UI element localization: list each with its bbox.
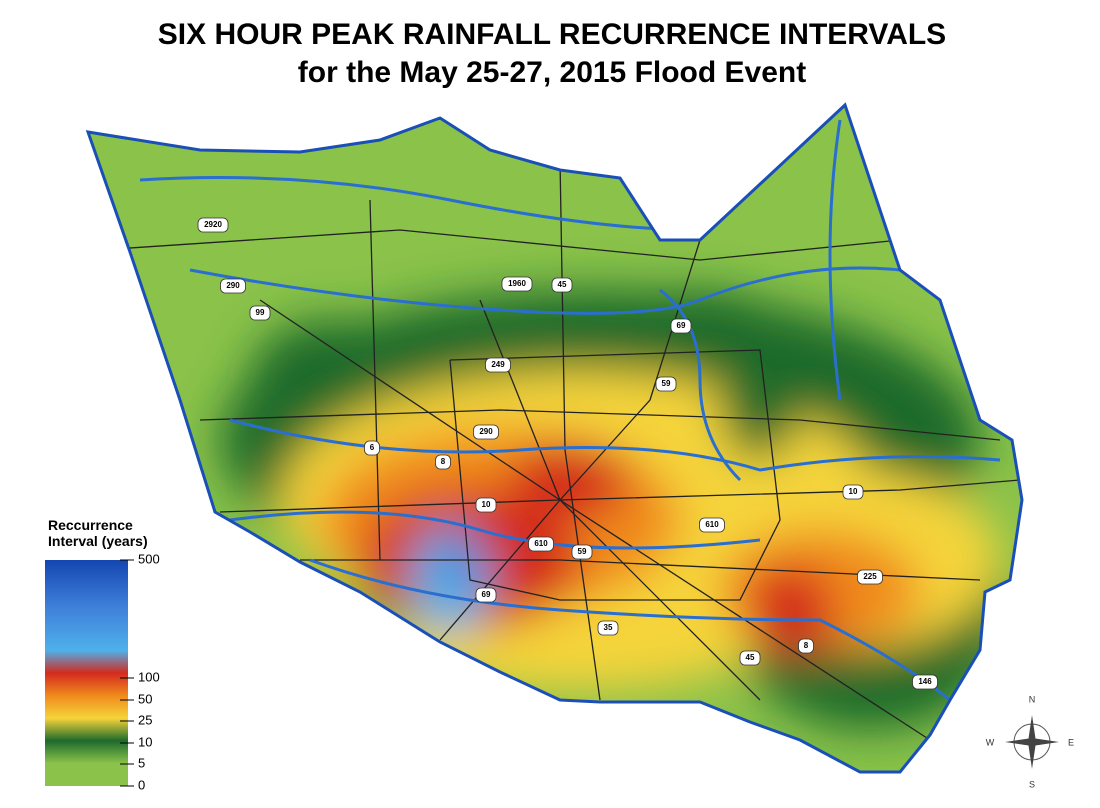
color-bar — [45, 560, 128, 786]
road-shield — [435, 454, 451, 470]
road-shield — [364, 440, 380, 456]
road-shield-label: 10 — [482, 500, 491, 509]
road-shield-label: 69 — [677, 321, 686, 330]
road-shield — [473, 424, 499, 440]
legend-tick-label: 0 — [138, 777, 145, 792]
road-shield — [249, 305, 271, 321]
road-shield — [842, 484, 864, 500]
legend-tick-label: 500 — [138, 551, 160, 566]
compass-w: W — [986, 737, 995, 747]
legend-tick-label: 100 — [138, 669, 160, 684]
road-shield-label: 290 — [479, 427, 493, 436]
road-shield — [571, 544, 593, 560]
compass-n: N — [1029, 694, 1036, 704]
legend-tick-label: 50 — [138, 691, 152, 706]
road-shield — [699, 517, 725, 533]
road-shield-label: 59 — [578, 547, 587, 556]
road-shield — [220, 278, 246, 294]
road-shield-label: 99 — [256, 308, 265, 317]
road-shield — [597, 620, 619, 636]
road-shield-label: 610 — [534, 539, 548, 548]
road-shield-label: 45 — [746, 653, 755, 662]
road-shield-label: 8 — [804, 641, 809, 650]
compass-e: E — [1068, 737, 1074, 747]
road-shield — [528, 536, 554, 552]
road-shield — [551, 277, 573, 293]
road-shield — [739, 650, 761, 666]
road-shield — [485, 357, 511, 373]
road-shield — [912, 674, 938, 690]
road-shield-label: 610 — [705, 520, 719, 529]
legend-tick-label: 25 — [138, 712, 152, 727]
road-shields: 2920 290 99 1960 45 69 249 59 290 6 8 10 610 59 69 35 45… — [197, 217, 938, 690]
road-shield-label: 6 — [370, 443, 375, 452]
road-shield — [197, 217, 229, 233]
compass-star — [1005, 715, 1059, 769]
road-shield — [475, 497, 497, 513]
road-shield — [655, 376, 677, 392]
legend-tick-label: 5 — [138, 755, 145, 770]
compass: N E S W — [986, 694, 1074, 789]
road-shield-label: 146 — [918, 677, 932, 686]
road-shield-label: 225 — [863, 572, 877, 581]
road-shield-label: 45 — [558, 280, 567, 289]
bayous — [139, 119, 1001, 702]
road-shield-label: 2920 — [204, 220, 222, 229]
road-shield — [475, 587, 497, 603]
road-shield-label: 290 — [226, 281, 240, 290]
road-shield-label: 249 — [491, 360, 505, 369]
title: SIX HOUR PEAK RAINFALL RECURRENCE INTERV… — [158, 18, 946, 51]
road-shield-label: 8 — [441, 457, 446, 466]
legend: Reccurrence Interval (years) 0 5 10 25 50 100… — [45, 517, 160, 792]
road-shield-label: 1960 — [508, 279, 526, 288]
subtitle: for the May 25-27, 2015 Flood Event — [298, 56, 807, 89]
compass-s: S — [1029, 779, 1035, 789]
road-shield-label: 69 — [482, 590, 491, 599]
road-shield-label: 35 — [604, 623, 613, 632]
road-shield — [501, 276, 533, 292]
road-shield-label: 59 — [662, 379, 671, 388]
road-shield-label: 10 — [849, 487, 858, 496]
legend-title: Interval (years) — [48, 533, 148, 549]
rainfall-surface — [88, 105, 1022, 772]
legend-tick-label: 10 — [138, 734, 152, 749]
road-shield — [798, 638, 814, 654]
legend-title: Reccurrence — [48, 517, 133, 533]
road-shield — [857, 569, 883, 585]
road-shield — [670, 318, 692, 334]
